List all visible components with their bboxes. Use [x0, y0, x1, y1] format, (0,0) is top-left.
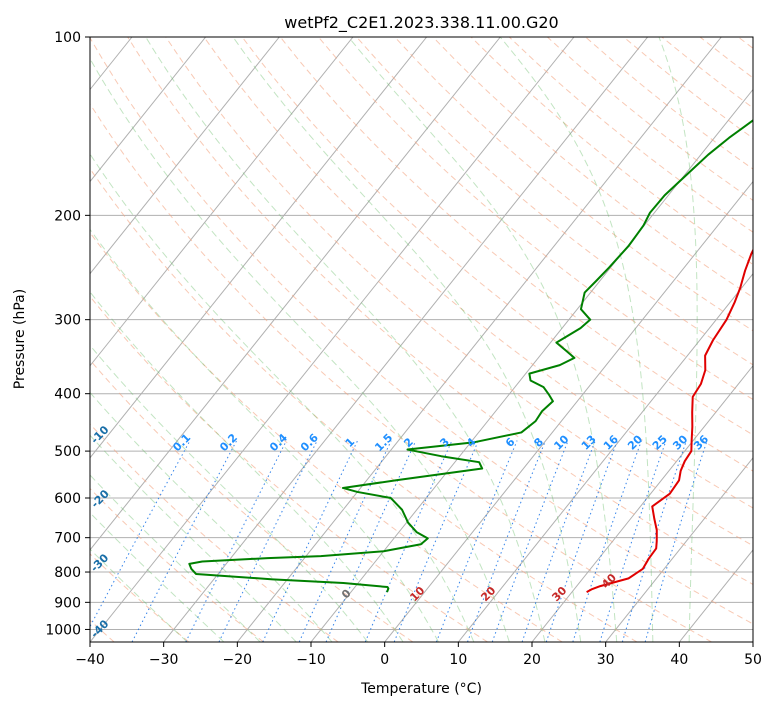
- x-tick-label: −10: [296, 652, 326, 668]
- y-tick-label: 1000: [45, 622, 81, 638]
- y-tick-label: 600: [54, 491, 81, 507]
- y-tick-label: 700: [54, 531, 81, 547]
- y-tick-label: 500: [54, 444, 81, 460]
- x-tick-label: −30: [149, 652, 179, 668]
- x-tick-label: −40: [75, 652, 105, 668]
- isotherm-line: [753, 37, 775, 642]
- x-tick-label: 40: [670, 652, 688, 668]
- y-tick-label: 100: [54, 30, 81, 46]
- x-tick-label: 20: [523, 652, 541, 668]
- y-axis-title: Pressure (hPa): [12, 289, 28, 389]
- chart-title: wetPf2_C2E1.2023.338.11.00.G20: [284, 13, 558, 33]
- y-tick-label: 400: [54, 387, 81, 403]
- y-tick-label: 900: [54, 595, 81, 611]
- y-tick-label: 800: [54, 565, 81, 581]
- x-tick-label: 10: [449, 652, 467, 668]
- isotherm-line: [0, 37, 58, 642]
- x-tick-label: −20: [223, 652, 253, 668]
- y-tick-label: 200: [54, 208, 81, 224]
- x-axis-title: Temperature (°C): [360, 681, 482, 697]
- x-tick-label: 0: [380, 652, 389, 668]
- y-tick-label: 300: [54, 313, 81, 329]
- x-tick-label: 30: [597, 652, 615, 668]
- x-tick-label: 50: [744, 652, 762, 668]
